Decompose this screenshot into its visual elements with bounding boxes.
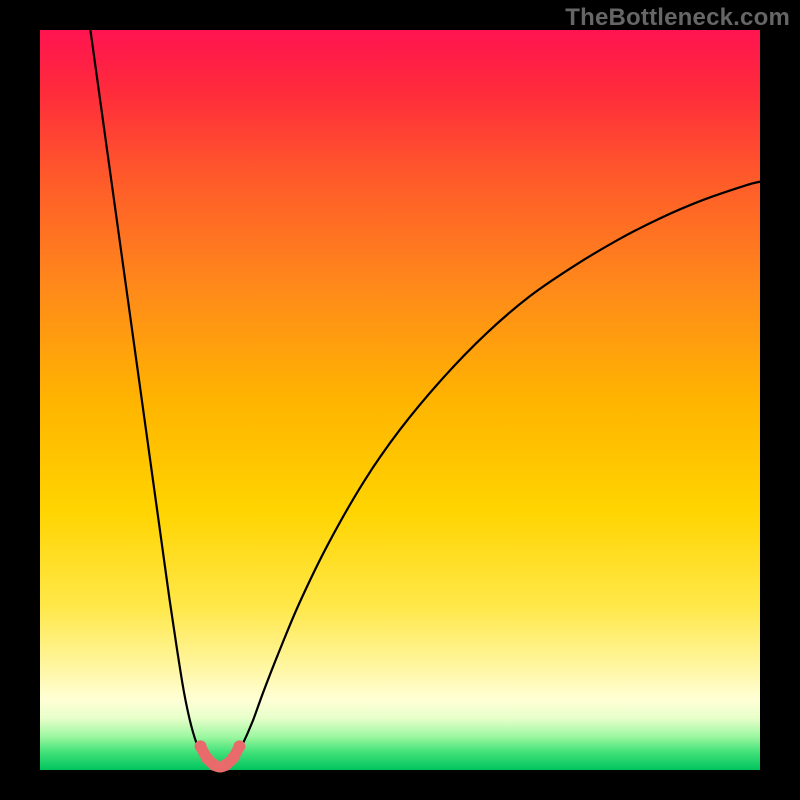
watermark-text: TheBottleneck.com: [565, 4, 790, 32]
dip-dot: [208, 759, 220, 771]
chart-root: TheBottleneck.com: [0, 0, 800, 800]
chart-svg: [0, 0, 800, 800]
dip-dot: [233, 740, 245, 752]
plot-background: [40, 30, 760, 770]
dip-dot: [195, 740, 207, 752]
dip-dot: [227, 752, 239, 764]
